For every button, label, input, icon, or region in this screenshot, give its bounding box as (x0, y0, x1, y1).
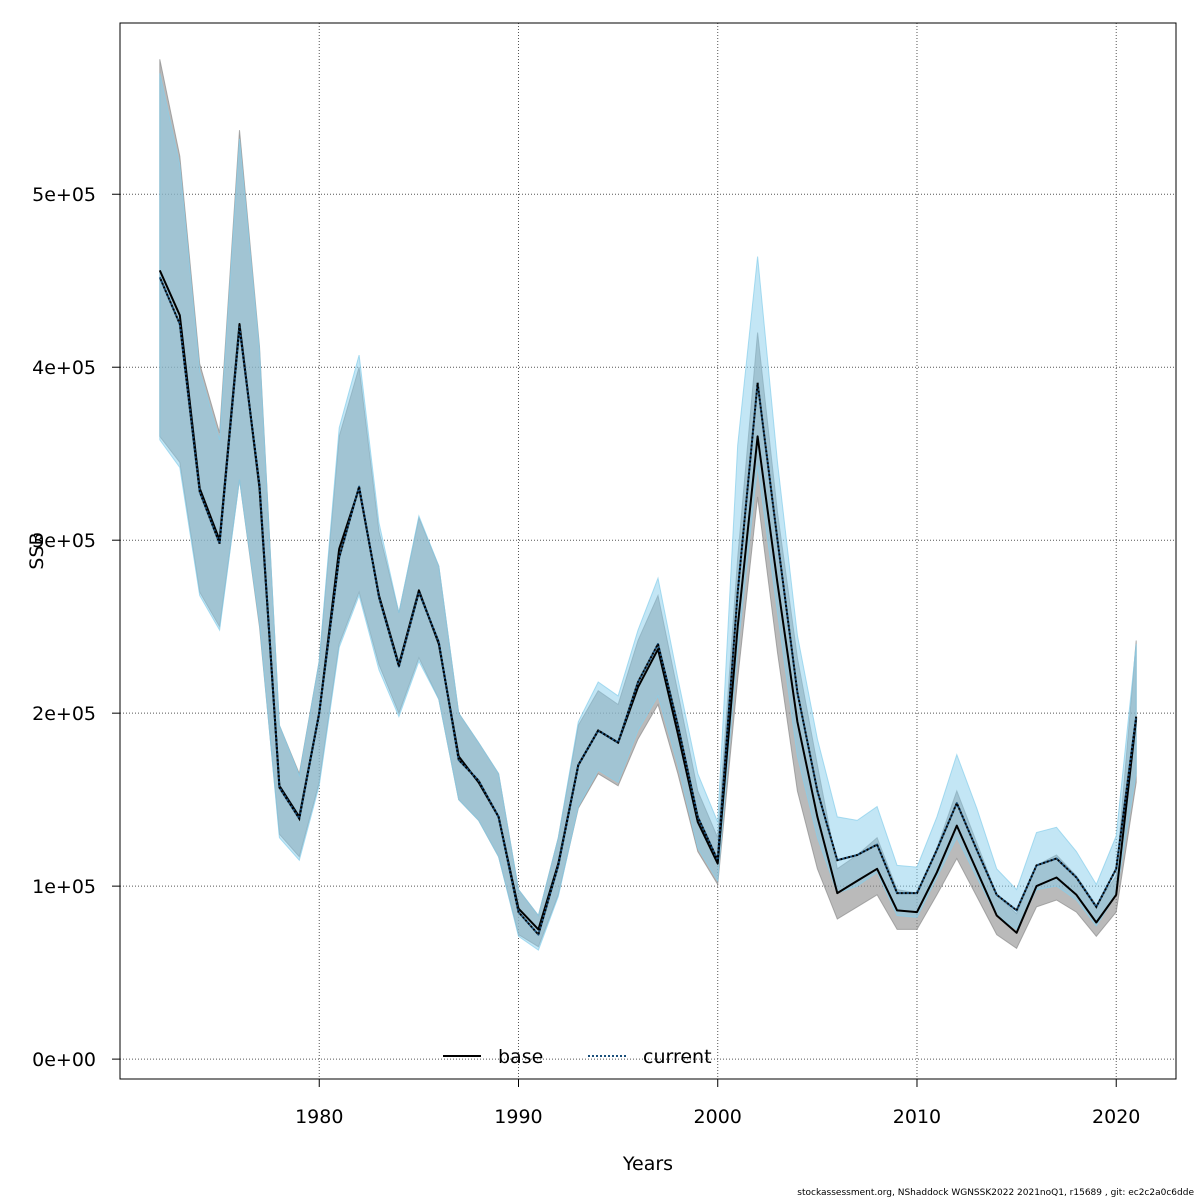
y-tick-label: 1e+05 (32, 876, 96, 898)
y-tick-label: 2e+05 (32, 703, 96, 725)
series-line-current-overlay (158, 276, 1138, 937)
series-line-current (158, 276, 1138, 936)
x-tick-label: 1990 (494, 1106, 542, 1128)
legend: base current (443, 1046, 712, 1068)
footer-credit: stockassessment.org, NShaddock WGNSSK202… (797, 1188, 1194, 1198)
legend-label-current: current (643, 1046, 712, 1068)
confidence-band-current (159, 73, 1137, 951)
x-axis-title: Years (622, 1153, 673, 1175)
y-tick-label: 0e+00 (32, 1049, 96, 1071)
x-tick-label: 2020 (1092, 1106, 1140, 1128)
y-tick-label: 3e+05 (32, 530, 96, 552)
y-tick-label: 5e+05 (32, 184, 96, 206)
confidence-bands (159, 59, 1137, 951)
legend-label-base: base (498, 1046, 543, 1068)
y-tick-label: 4e+05 (32, 357, 96, 379)
axes: 1980 1990 2000 2010 2020 0e+00 1e+05 2e+05 3e+05… (32, 184, 1140, 1128)
x-tick-label: 2000 (694, 1106, 742, 1128)
y-axis-title: SSB (26, 532, 48, 569)
series-lines (158, 269, 1138, 937)
plot-frame (119, 22, 1177, 1080)
x-tick-label: 1980 (295, 1106, 343, 1128)
x-tick-label: 2010 (893, 1106, 941, 1128)
